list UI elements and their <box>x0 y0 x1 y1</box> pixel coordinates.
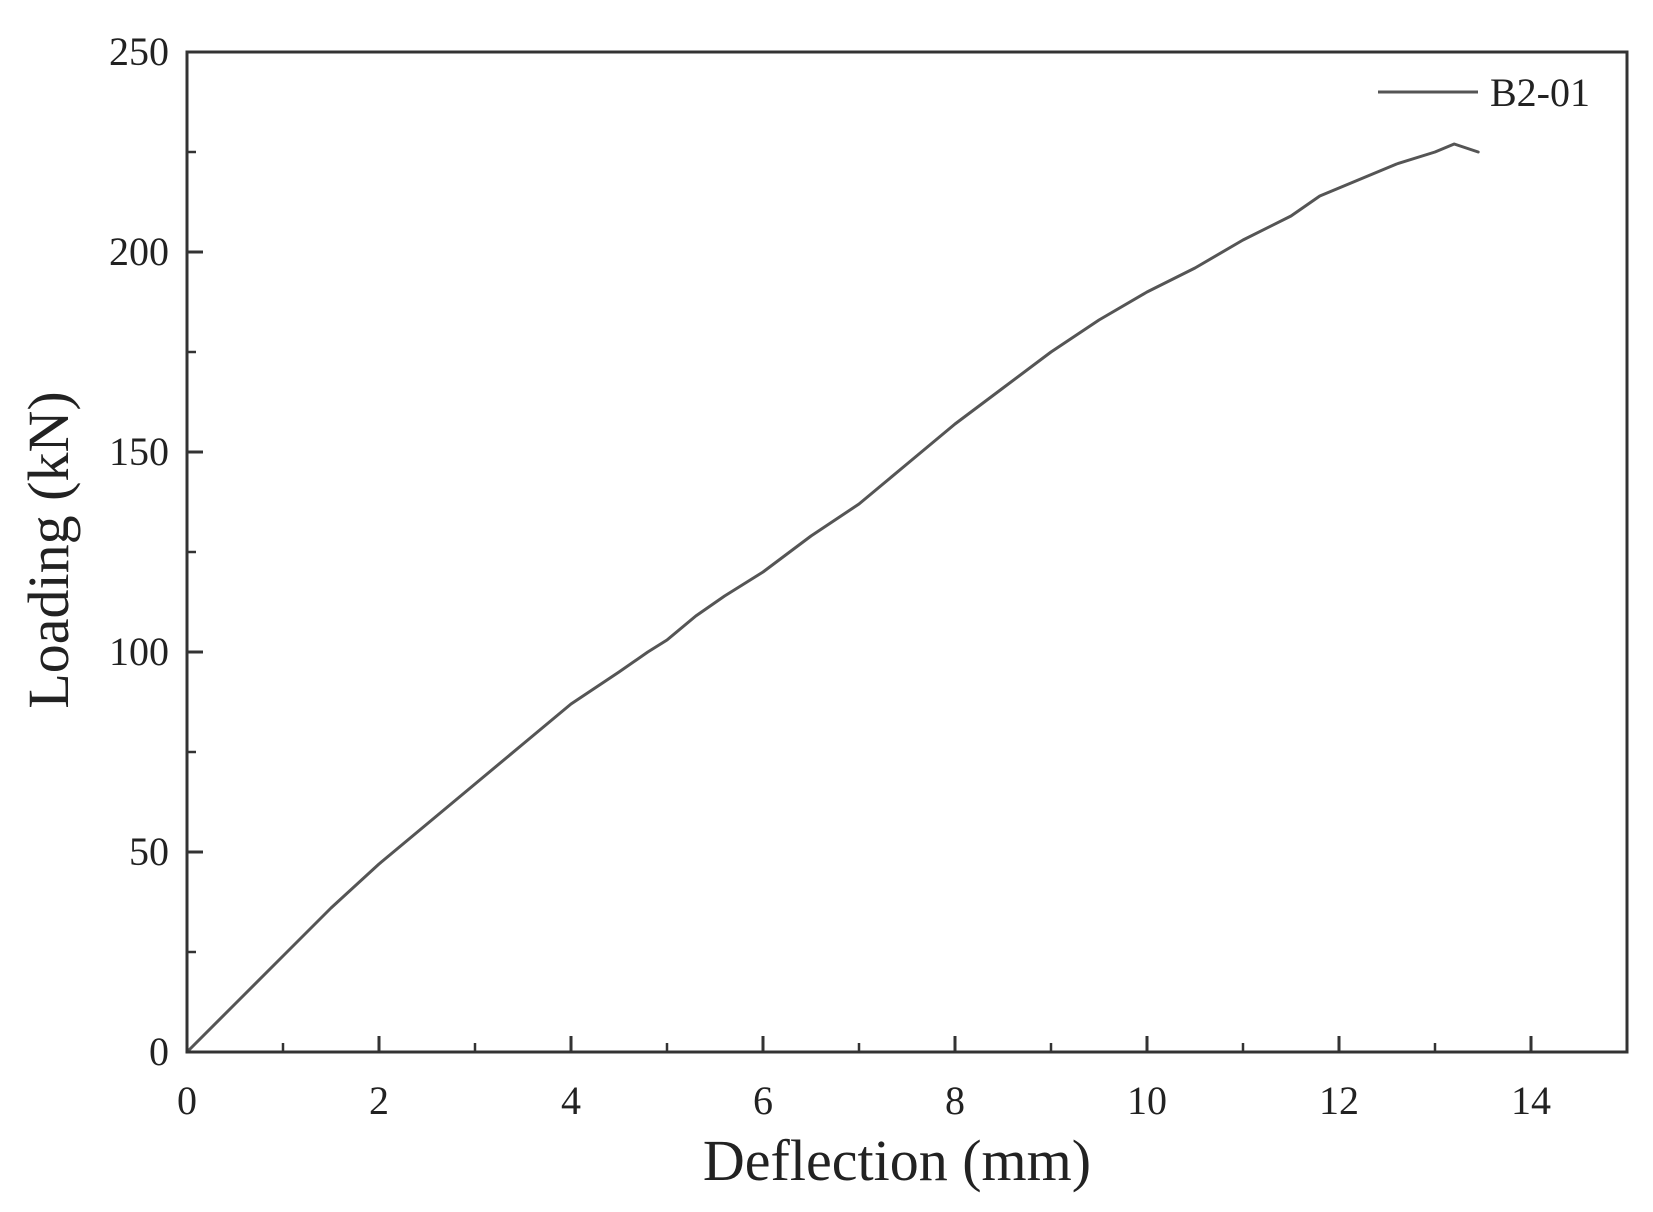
y-tick-label: 0 <box>149 1029 169 1074</box>
y-tick-label: 150 <box>109 429 169 474</box>
y-axis-title: Loading (kN) <box>16 391 81 708</box>
series-layer <box>185 142 1480 1054</box>
y-tick-label: 200 <box>109 229 169 274</box>
axis-ticks <box>185 50 1533 1054</box>
y-tick-label: 50 <box>129 829 169 874</box>
y-tick-label: 250 <box>109 29 169 74</box>
x-tick-label: 2 <box>369 1078 389 1123</box>
x-tick-label: 0 <box>177 1078 197 1123</box>
legend: B2-01 <box>1378 70 1590 115</box>
x-tick-label: 12 <box>1319 1078 1359 1123</box>
series-line <box>185 142 1480 1054</box>
tick-labels: 0 2 4 6 8 10 12 14 0 50 100 150 200 250 <box>109 29 1551 1123</box>
legend-label: B2-01 <box>1490 70 1590 115</box>
x-tick-label: 8 <box>945 1078 965 1123</box>
y-tick-label: 100 <box>109 629 169 674</box>
x-axis-title: Deflection (mm) <box>703 1128 1091 1193</box>
x-tick-label: 4 <box>561 1078 581 1123</box>
x-tick-label: 14 <box>1511 1078 1551 1123</box>
x-tick-label: 6 <box>753 1078 773 1123</box>
x-tick-label: 10 <box>1127 1078 1167 1123</box>
plot-area-frame <box>185 50 1629 1054</box>
